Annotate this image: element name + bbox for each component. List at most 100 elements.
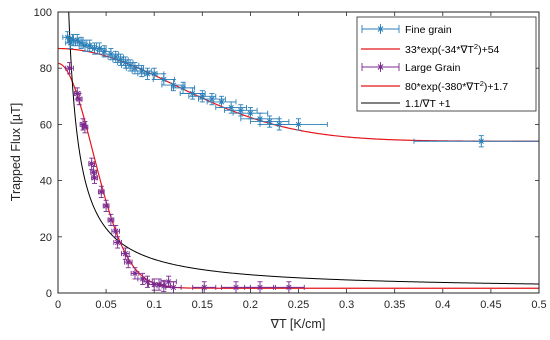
legend-label-fit-fine-grain: 33*exp(-34*∇T2)+54	[405, 42, 500, 56]
data-point	[152, 73, 175, 86]
x-tick-label: 0.1	[147, 299, 162, 311]
data-point	[92, 42, 107, 55]
legend-entry-large-grain: Large Grain	[361, 62, 461, 74]
x-tick-label: 0.45	[480, 299, 501, 311]
data-point	[179, 87, 206, 100]
y-tick-label: 20	[40, 232, 52, 244]
series-0-points	[62, 31, 539, 148]
data-point	[91, 171, 98, 184]
data-point	[137, 272, 148, 286]
star-marker	[179, 84, 187, 92]
data-point	[221, 281, 251, 293]
star-marker	[125, 258, 132, 266]
data-point	[107, 213, 115, 227]
series-2-points	[65, 62, 305, 293]
x-tick-label: 0.05	[95, 299, 116, 311]
data-point	[215, 101, 248, 114]
data-point	[413, 135, 539, 148]
data-point	[240, 112, 280, 125]
star-marker	[131, 65, 139, 72]
legend-star-marker	[377, 63, 384, 71]
legend-marker-large-grain	[361, 62, 400, 72]
y-tick-label: 60	[40, 119, 52, 131]
star-marker	[81, 124, 89, 131]
data-point	[142, 275, 153, 288]
legend-label-fine-grain: Fine grain	[405, 24, 452, 36]
star-marker	[131, 270, 139, 277]
data-point	[113, 236, 122, 249]
star-marker	[218, 98, 225, 106]
x-tick-label: 0.35	[384, 299, 405, 311]
star-marker	[75, 95, 83, 103]
data-point	[65, 62, 74, 75]
y-tick-label: 40	[40, 176, 52, 188]
star-marker	[112, 53, 119, 61]
x-tick-label: 0.15	[192, 299, 213, 311]
star-marker	[160, 76, 168, 83]
star-marker	[247, 109, 254, 117]
data-point	[121, 59, 140, 72]
y-tick-label: 80	[40, 63, 52, 75]
data-point	[232, 107, 269, 120]
star-marker	[98, 188, 105, 196]
star-marker	[122, 250, 129, 257]
data-point	[88, 157, 96, 170]
star-marker	[256, 115, 264, 122]
data-point	[165, 281, 182, 293]
data-point	[123, 256, 133, 269]
data-point	[111, 225, 121, 238]
star-marker	[100, 48, 108, 55]
data-point	[102, 199, 110, 212]
star-marker	[295, 121, 302, 128]
y-tick-label: 100	[34, 7, 52, 19]
legend-label-fit-large-grain: 80*exp(-380*∇T2)+1.7	[405, 79, 508, 93]
data-point	[161, 78, 186, 92]
star-marker	[88, 160, 95, 167]
star-marker	[266, 118, 273, 125]
star-marker	[285, 284, 293, 291]
star-marker	[199, 93, 206, 100]
star-marker	[208, 95, 216, 103]
legend-marker-fine-grain	[361, 24, 400, 34]
legend-box	[356, 16, 537, 112]
star-marker	[126, 62, 134, 69]
legend: Fine grain 33*exp(-34*∇T2)+54 Large Grai…	[356, 16, 537, 112]
star-marker	[117, 56, 124, 63]
star-marker	[165, 278, 172, 285]
star-marker	[91, 174, 98, 181]
legend-star-marker	[377, 25, 384, 33]
legend-entry-fine-grain: Fine grain	[361, 24, 452, 36]
star-marker	[189, 90, 196, 97]
data-point	[188, 90, 217, 103]
x-tick-label: 0.4	[435, 299, 450, 311]
star-marker	[232, 284, 240, 291]
star-marker	[114, 239, 121, 246]
data-point	[75, 93, 83, 106]
legend-entry-fit-fine-grain: 33*exp(-34*∇T2)+54	[361, 42, 500, 56]
star-marker	[144, 278, 151, 285]
star-marker	[170, 284, 177, 291]
star-marker	[107, 50, 115, 58]
star-marker	[256, 284, 264, 291]
data-point	[198, 93, 226, 106]
series-layer	[58, 12, 539, 293]
data-point	[244, 281, 276, 293]
y-axis-title: Trapped Flux [µT]	[9, 103, 23, 201]
series-line-4	[68, 12, 539, 285]
legend-entry-fit-large-grain: 80*exp(-380*∇T2)+1.7	[361, 79, 508, 93]
data-point	[130, 267, 140, 280]
ticks-layer: 0 0.05 0.1 0.15 0.2 0.25 0.3 0.35 0.4 0.45 0.5 0 20 4…	[34, 7, 547, 311]
legend-label-large-grain: Large Grain	[405, 62, 461, 74]
data-point	[125, 62, 145, 75]
x-tick-label: 0.5	[531, 299, 546, 311]
data-point	[131, 64, 152, 78]
data-point	[269, 118, 328, 131]
data-point	[192, 281, 217, 293]
star-marker	[112, 227, 119, 235]
x-tick-label: 0.2	[243, 299, 258, 311]
star-marker	[201, 284, 208, 291]
data-point	[223, 104, 258, 117]
data-point	[97, 185, 105, 198]
x-axis-title: ∇T [K/cm]	[270, 317, 326, 331]
x-tick-label: 0.25	[288, 299, 309, 311]
